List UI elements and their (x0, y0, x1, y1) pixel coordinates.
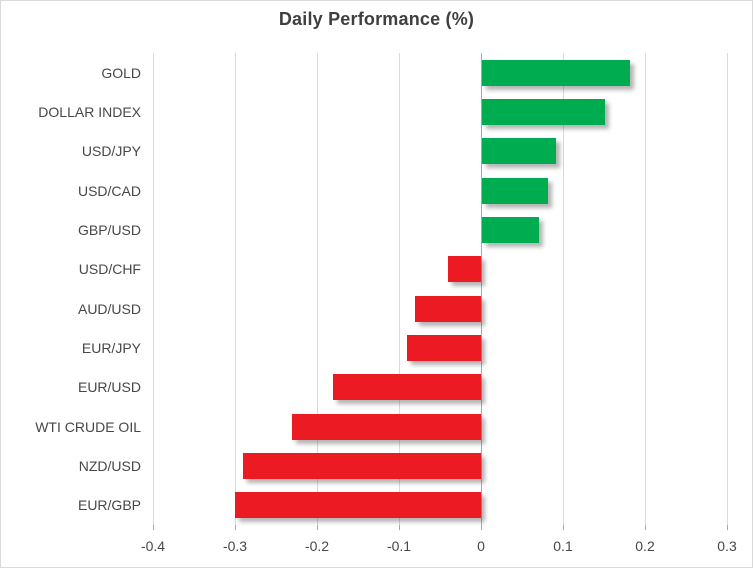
category-label: WTI CRUDE OIL (35, 419, 141, 435)
axis-tick-mark (235, 525, 236, 530)
axis-tick-mark (481, 525, 482, 530)
category-label: USD/CHF (78, 261, 141, 277)
performance-bar (448, 256, 481, 282)
category-label: USD/CAD (77, 183, 141, 199)
x-axis-tick-label: -0.1 (386, 538, 412, 554)
performance-bar (235, 492, 481, 518)
performance-bar (482, 138, 556, 164)
category-axis-labels: GOLD DOLLAR INDEX USD/JPY USD/CAD GBP/USD USD… (1, 53, 143, 525)
x-axis-tick-label: 0.2 (635, 538, 655, 554)
gridline (317, 53, 318, 525)
category-label: EUR/USD (77, 379, 141, 395)
x-axis-tick-label: -0.3 (222, 538, 248, 554)
category-label: NZD/USD (78, 458, 141, 474)
gridline (645, 53, 646, 525)
chart-title: Daily Performance (%) (278, 9, 475, 29)
gridline (235, 53, 236, 525)
x-axis-tick-label: 0.3 (717, 538, 737, 554)
axis-tick-mark (645, 525, 646, 530)
axis-tick-mark (563, 525, 564, 530)
category-label: GOLD (101, 65, 141, 81)
category-label: EUR/JPY (81, 340, 141, 356)
axis-tick-mark (317, 525, 318, 530)
axis-tick-mark (727, 525, 728, 530)
category-label: DOLLAR INDEX (38, 104, 141, 120)
category-label: GBP/USD (77, 222, 141, 238)
axis-tick-mark (153, 525, 154, 530)
performance-bar (415, 296, 481, 322)
category-label: USD/JPY (81, 143, 141, 159)
axis-tick-mark (399, 525, 400, 530)
category-label: AUD/USD (77, 301, 141, 317)
performance-bar (407, 335, 481, 361)
x-axis-tick-label: 0 (477, 538, 485, 554)
performance-bar (243, 453, 481, 479)
gridline (727, 53, 728, 525)
performance-bar (333, 374, 481, 400)
gridline (399, 53, 400, 525)
performance-bar (482, 217, 539, 243)
performance-bar (292, 414, 481, 440)
x-axis-tick-label: 0.1 (553, 538, 573, 554)
zero-axis-line (481, 53, 482, 525)
x-axis-tick-label: -0.4 (140, 538, 166, 554)
gridline (153, 53, 154, 525)
performance-bar (482, 178, 548, 204)
performance-bar (482, 99, 605, 125)
x-axis-tick-label: -0.2 (304, 538, 330, 554)
category-label: EUR/GBP (77, 497, 141, 513)
performance-bar (482, 60, 630, 86)
gridline (563, 53, 564, 525)
plot-area (153, 53, 741, 530)
